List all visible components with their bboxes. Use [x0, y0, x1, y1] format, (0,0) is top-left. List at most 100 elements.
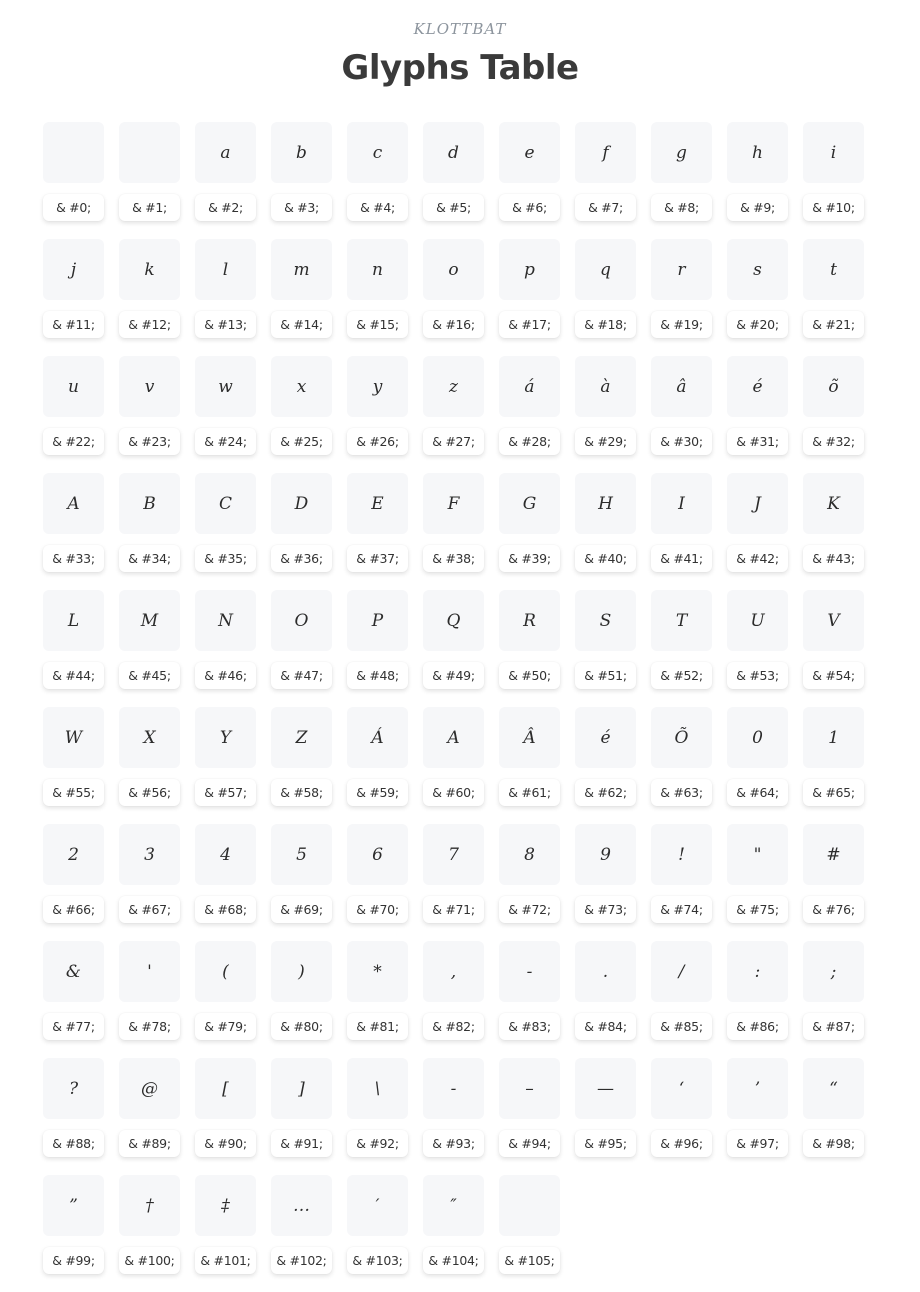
glyph-preview: é [575, 707, 636, 768]
glyph-code: & #26; [347, 428, 408, 455]
glyph-code: & #94; [499, 1130, 560, 1157]
glyph-code: & #2; [195, 194, 256, 221]
glyph-code: & #21; [803, 311, 864, 338]
glyph-cell: p & #17; [499, 239, 560, 356]
glyph-preview: b [271, 122, 332, 183]
glyph-cell: f & #7; [575, 122, 636, 239]
glyph-code: & #48; [347, 662, 408, 689]
glyph-code: & #25; [271, 428, 332, 455]
glyph-cell: e & #6; [499, 122, 560, 239]
glyph-preview [43, 122, 104, 183]
glyph-cell: h & #9; [727, 122, 788, 239]
glyph-code: & #84; [575, 1013, 636, 1040]
glyph-code: & #15; [347, 311, 408, 338]
glyph-preview: u [43, 356, 104, 417]
glyph-code: & #51; [575, 662, 636, 689]
glyph-cell: [& #90; [195, 1058, 256, 1175]
glyph-cell: ! & #74; [651, 824, 712, 941]
glyph-code: & #77; [43, 1013, 104, 1040]
glyph-code: & #102; [271, 1247, 332, 1274]
glyph-preview: ( [195, 941, 256, 1002]
glyph-code: & #50; [499, 662, 560, 689]
glyph-code: & #24; [195, 428, 256, 455]
glyph-cell: T & #52; [651, 590, 712, 707]
glyph-preview: p [499, 239, 560, 300]
glyph-preview: ? [43, 1058, 104, 1119]
glyph-code: & #35; [195, 545, 256, 572]
glyph-code: & #17; [499, 311, 560, 338]
glyph-cell: à & #29; [575, 356, 636, 473]
glyph-cell: Y & #57; [195, 707, 256, 824]
glyph-code: & #92; [347, 1130, 408, 1157]
glyph-code: & #30; [651, 428, 712, 455]
glyph-cell: Q & #49; [423, 590, 484, 707]
glyph-preview: Y [195, 707, 256, 768]
glyph-preview: 2 [43, 824, 104, 885]
glyph-code: & #98; [803, 1130, 864, 1157]
glyph-cell: ; & #87; [803, 941, 864, 1058]
glyph-code: & #69; [271, 896, 332, 923]
glyph-preview: N [195, 590, 256, 651]
glyph-preview: & [43, 941, 104, 1002]
glyph-preview: t [803, 239, 864, 300]
glyph-cell: … & #102; [271, 1175, 332, 1292]
glyph-preview: k [119, 239, 180, 300]
glyph-preview: x [271, 356, 332, 417]
glyph-preview: d [423, 122, 484, 183]
glyph-code: & #71; [423, 896, 484, 923]
glyph-preview: * [347, 941, 408, 1002]
glyph-preview: . [575, 941, 636, 1002]
glyph-preview: n [347, 239, 408, 300]
glyph-code: & #29; [575, 428, 636, 455]
glyph-code: & #66; [43, 896, 104, 923]
glyph-code: & #104; [423, 1247, 484, 1274]
glyph-cell: & & #77; [43, 941, 104, 1058]
glyph-code: & #95; [575, 1130, 636, 1157]
glyph-preview: á [499, 356, 560, 417]
font-name: KLOTTBAT [413, 20, 507, 38]
glyph-code: & #93; [423, 1130, 484, 1157]
glyph-code: & #34; [119, 545, 180, 572]
glyph-cell: \ & #92; [347, 1058, 408, 1175]
glyph-code: & #47; [271, 662, 332, 689]
glyph-code: & #81; [347, 1013, 408, 1040]
glyph-cell: Õ & #63; [651, 707, 712, 824]
glyph-preview: i [803, 122, 864, 183]
glyph-preview: M [119, 590, 180, 651]
glyph-cell: ′ & #103; [347, 1175, 408, 1292]
glyph-code: & #82; [423, 1013, 484, 1040]
glyph-code: & #11; [43, 311, 104, 338]
glyph-cell: “ & #98; [803, 1058, 864, 1175]
glyph-code: & #13; [195, 311, 256, 338]
glyph-code: & #1; [119, 194, 180, 221]
glyph-code: & #62; [575, 779, 636, 806]
glyph-code: & #8; [651, 194, 712, 221]
glyph-preview: U [727, 590, 788, 651]
glyph-cell: S & #51; [575, 590, 636, 707]
glyph-preview: — [575, 1058, 636, 1119]
glyph-cell: 2 & #66; [43, 824, 104, 941]
glyph-preview: A [423, 707, 484, 768]
glyph-cell: c & #4; [347, 122, 408, 239]
glyph-code: & #27; [423, 428, 484, 455]
glyph-preview: ′ [347, 1175, 408, 1236]
glyph-code: & #56; [119, 779, 180, 806]
glyph-cell: † & #100; [119, 1175, 180, 1292]
glyph-cell: ] & #91; [271, 1058, 332, 1175]
glyph-preview: F [423, 473, 484, 534]
glyph-code: & #79; [195, 1013, 256, 1040]
glyph-code: & #46; [195, 662, 256, 689]
glyph-code: & #67; [119, 896, 180, 923]
glyph-preview: ' [119, 941, 180, 1002]
glyph-code: & #4; [347, 194, 408, 221]
glyph-code: & #6; [499, 194, 560, 221]
glyph-preview: y [347, 356, 408, 417]
glyph-preview: “ [803, 1058, 864, 1119]
glyph-cell: ( & #79; [195, 941, 256, 1058]
glyph-code: & #97; [727, 1130, 788, 1157]
glyph-code: & #55; [43, 779, 104, 806]
glyph-preview: D [271, 473, 332, 534]
glyph-code: & #23; [119, 428, 180, 455]
glyph-preview: c [347, 122, 408, 183]
glyph-preview: P [347, 590, 408, 651]
